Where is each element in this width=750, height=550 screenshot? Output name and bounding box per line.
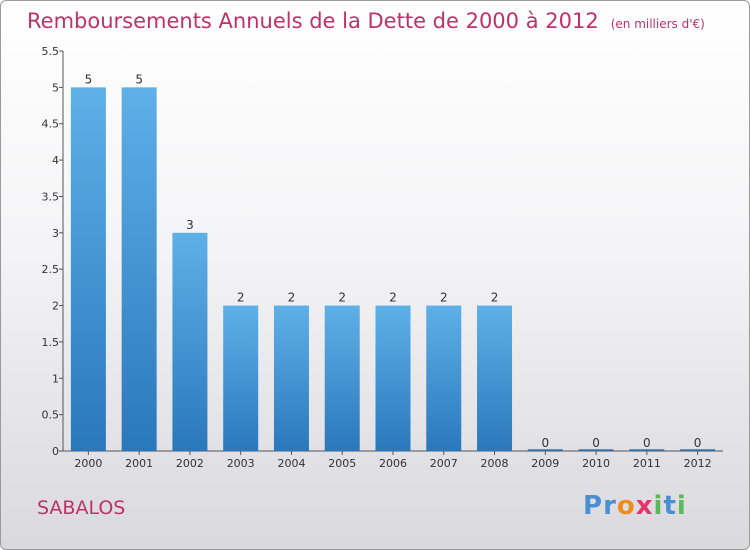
y-tick-label: 3.5 — [42, 190, 60, 203]
data-label: 0 — [694, 436, 702, 450]
y-tick-label: 2 — [52, 300, 59, 313]
x-tick-label: 2004 — [277, 457, 305, 470]
bar — [324, 305, 360, 451]
x-tick-label: 2012 — [684, 457, 712, 470]
y-tick-label: 0 — [52, 445, 59, 458]
y-tick-label: 1.5 — [42, 336, 60, 349]
logo-letter: t — [663, 491, 677, 521]
data-label: 3 — [186, 218, 194, 232]
bar — [426, 305, 462, 451]
y-tick-label: 4 — [52, 154, 59, 167]
y-tick-label: 5.5 — [42, 45, 60, 58]
y-tick-label: 4.5 — [42, 118, 60, 131]
logo-letter: i — [653, 491, 664, 521]
bar — [70, 87, 106, 451]
data-label: 2 — [288, 291, 296, 305]
bar — [223, 305, 259, 451]
logo-letter: P — [583, 491, 604, 521]
logo-letter: x — [635, 491, 654, 521]
y-tick-label: 5 — [52, 81, 59, 94]
y-tick-label: 1 — [52, 372, 59, 385]
data-label: 0 — [541, 436, 549, 450]
bar — [375, 305, 411, 451]
data-label: 2 — [237, 291, 245, 305]
x-tick-label: 2007 — [430, 457, 458, 470]
x-tick-label: 2008 — [481, 457, 509, 470]
data-label: 0 — [643, 436, 651, 450]
data-label: 2 — [440, 291, 448, 305]
x-tick-label: 2002 — [176, 457, 204, 470]
logo-letter: i — [676, 491, 687, 521]
y-tick-label: 3 — [52, 227, 59, 240]
data-label: 5 — [135, 72, 143, 86]
x-tick-label: 2000 — [74, 457, 102, 470]
x-tick-label: 2009 — [531, 457, 559, 470]
data-label: 0 — [592, 436, 600, 450]
bar — [172, 232, 208, 451]
chart-title: Remboursements Annuels de la Dette de 20… — [27, 9, 705, 33]
data-label: 2 — [491, 291, 499, 305]
bar — [121, 87, 157, 451]
x-tick-label: 2001 — [125, 457, 153, 470]
chart-subtitle: (en milliers d'€) — [610, 17, 705, 31]
x-tick-label: 2003 — [227, 457, 255, 470]
bars — [70, 87, 716, 451]
y-tick-label: 2.5 — [42, 263, 60, 276]
x-tick-label: 2005 — [328, 457, 356, 470]
proxiti-logo: Proxiti — [583, 491, 687, 521]
y-tick-label: 0.5 — [42, 409, 60, 422]
bar — [477, 305, 513, 451]
x-tick-label: 2011 — [633, 457, 661, 470]
data-label: 2 — [338, 291, 346, 305]
x-tick-label: 2006 — [379, 457, 407, 470]
data-label: 2 — [389, 291, 397, 305]
logo-letter: o — [616, 491, 636, 521]
chart-title-text: Remboursements Annuels de la Dette de 20… — [27, 9, 599, 33]
data-labels: 5 5 3 2 2 2 2 2 2 0 0 0 0 — [85, 72, 702, 450]
data-label: 5 — [85, 72, 93, 86]
x-tick-label: 2010 — [582, 457, 610, 470]
logo-letter: r — [603, 491, 617, 521]
commune-name: SABALOS — [37, 497, 126, 519]
bar — [273, 305, 309, 451]
